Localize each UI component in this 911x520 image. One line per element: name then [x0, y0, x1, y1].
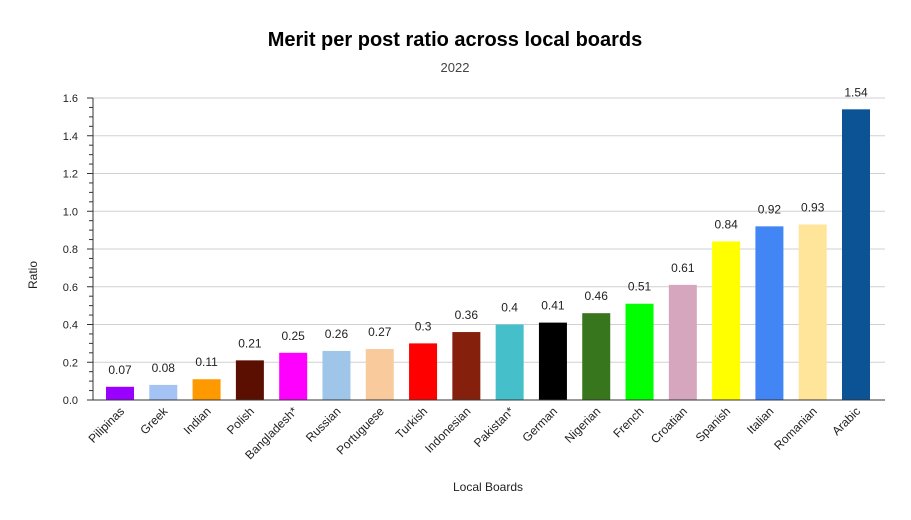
category-label: Croatian: [648, 404, 690, 446]
y-axis-title: Ratio: [26, 261, 40, 289]
y-tick-label: 0.8: [63, 244, 78, 256]
category-label: Portuguese: [334, 404, 388, 458]
y-tick-label: 1.2: [63, 169, 78, 181]
bar-value-label: 0.27: [368, 325, 392, 339]
bar: [192, 379, 221, 400]
y-tick-label: 0.0: [63, 395, 78, 407]
bar: [452, 332, 481, 400]
bar-value-label: 0.4: [501, 301, 518, 315]
bar-value-label: 0.92: [758, 202, 782, 216]
y-axis-ticks: 0.0 0.2 0.4 0.6 0.8 1.0 1.2 1.4 1.6: [63, 93, 93, 407]
category-label: Greek: [137, 404, 171, 438]
bar: [322, 350, 351, 400]
bar: [625, 303, 654, 400]
category-label: German: [520, 404, 561, 445]
category-label: Romanian: [771, 404, 820, 453]
bar: [106, 386, 134, 400]
y-tick-label: 1.6: [63, 93, 78, 105]
bar-value-label: 0.61: [671, 261, 695, 275]
y-tick-label: 0.2: [63, 357, 78, 369]
bars: [106, 109, 870, 400]
category-label: Pilipinas: [86, 404, 128, 446]
chart-subtitle: 2022: [441, 60, 470, 75]
category-label: Italian: [744, 404, 777, 437]
bar: [842, 109, 870, 400]
bar-value-label: 0.3: [415, 319, 432, 333]
bar: [409, 343, 438, 400]
category-label: Pakistan*: [471, 404, 517, 450]
bar-value-label: 0.25: [281, 329, 305, 343]
bar-value-label: 0.51: [628, 280, 652, 294]
bar: [365, 349, 394, 400]
bar-value-label: 1.54: [844, 85, 868, 99]
bar-value-label: 0.84: [714, 217, 738, 231]
bar-value-label: 0.21: [238, 336, 262, 350]
category-label: Polish: [224, 404, 257, 437]
bar-value-label: 0.26: [325, 327, 349, 341]
category-label: French: [610, 404, 646, 440]
bar: [495, 324, 524, 400]
bar: [538, 322, 567, 400]
bar: [149, 384, 178, 400]
gridlines: [93, 97, 885, 401]
category-label: Spanish: [693, 404, 734, 445]
bar-value-label: 0.36: [455, 308, 479, 322]
category-label: Indonesian: [422, 404, 473, 455]
bar: [582, 313, 611, 400]
y-tick-label: 0.4: [63, 320, 78, 332]
bar-value-label: 0.93: [801, 200, 825, 214]
category-label: Russian: [303, 404, 344, 445]
bar-value-label: 0.11: [195, 355, 218, 369]
y-tick-label: 1.0: [63, 206, 78, 218]
y-tick-label: 0.6: [63, 282, 78, 294]
category-label: Arabic: [829, 404, 863, 438]
bar: [279, 352, 308, 400]
category-label: Turkish: [393, 404, 430, 441]
category-label: Nigerian: [562, 404, 604, 446]
bar: [712, 241, 741, 400]
chart-title: Merit per post ratio across local boards: [268, 29, 643, 51]
data-labels: 0.07 0.08 0.11 0.21 0.25 0.26 0.27 0.3 0.36 0.4 0.…: [108, 85, 868, 376]
bar: [668, 284, 697, 400]
bar-value-label: 0.41: [541, 299, 565, 313]
category-label: Indian: [181, 404, 214, 437]
x-axis-title: Local Boards: [453, 480, 523, 494]
bar-value-label: 0.46: [585, 289, 609, 303]
bar: [235, 360, 264, 400]
bar-value-label: 0.07: [108, 363, 132, 377]
y-tick-label: 1.4: [63, 131, 78, 143]
bar: [798, 224, 827, 400]
bar: [755, 226, 784, 400]
bar-value-label: 0.08: [152, 361, 176, 375]
